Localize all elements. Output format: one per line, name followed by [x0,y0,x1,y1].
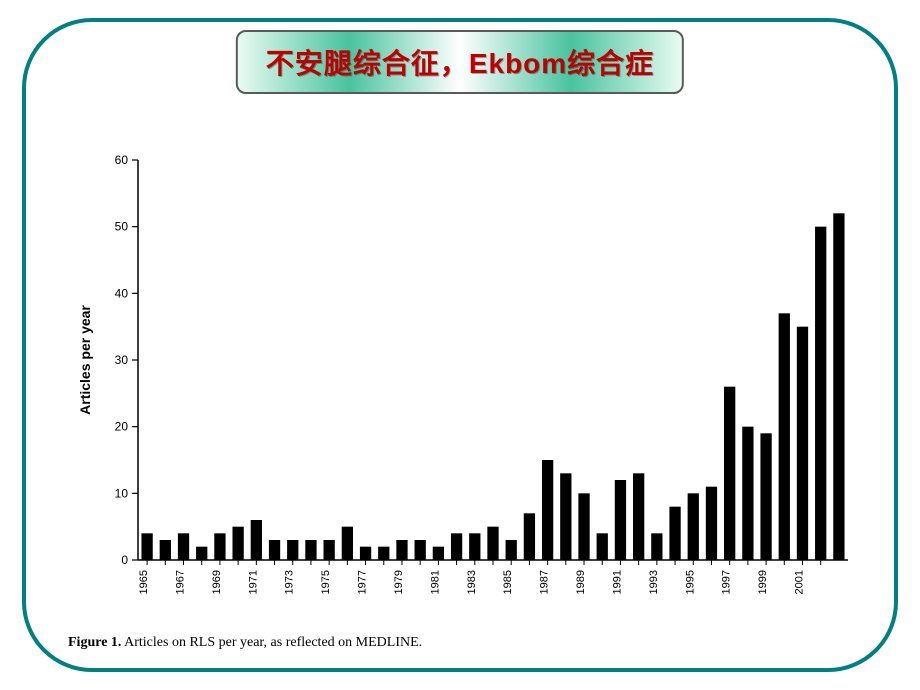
slide: 不安腿综合征，Ekbom综合症 0 10 20 30 40 50 60 Articles pe… [0,0,920,690]
svg-text:20: 20 [115,420,129,434]
figure-label: Figure 1. [68,635,121,650]
svg-text:1985: 1985 [502,570,514,594]
title-box: 不安腿综合征，Ekbom综合症 [236,30,684,94]
svg-text:0: 0 [121,553,128,567]
svg-text:40: 40 [115,286,129,300]
svg-text:1987: 1987 [539,570,551,594]
bar-chart: 0 10 20 30 40 50 60 Articles per year 1965 1967 19… [68,150,858,630]
svg-text:1979: 1979 [393,570,405,594]
svg-text:1989: 1989 [575,570,587,594]
svg-text:1997: 1997 [721,570,733,594]
svg-text:60: 60 [115,153,129,167]
svg-text:50: 50 [115,220,129,234]
svg-text:30: 30 [115,353,129,367]
svg-text:1977: 1977 [357,570,369,594]
svg-text:1975: 1975 [320,570,332,594]
svg-text:1993: 1993 [648,570,660,594]
svg-text:1995: 1995 [684,570,696,594]
chart-svg: 0 10 20 30 40 50 60 Articles per year 1965 1967 19… [68,150,858,630]
svg-text:1967: 1967 [175,570,187,594]
svg-text:1969: 1969 [211,570,223,594]
svg-text:1981: 1981 [429,570,441,594]
svg-text:1991: 1991 [611,570,623,594]
svg-text:1973: 1973 [284,570,296,594]
figure-caption: Figure 1. Articles on RLS per year, as r… [68,635,422,651]
svg-text:Articles per year: Articles per year [77,305,93,415]
svg-text:1983: 1983 [466,570,478,594]
svg-text:2001: 2001 [793,570,805,594]
svg-text:10: 10 [115,486,129,500]
figure-caption-text: Articles on RLS per year, as reflected o… [121,635,422,650]
svg-text:1965: 1965 [138,570,150,594]
svg-text:1999: 1999 [757,570,769,594]
slide-title: 不安腿综合征，Ekbom综合症 [266,48,654,79]
svg-text:1971: 1971 [247,570,259,594]
